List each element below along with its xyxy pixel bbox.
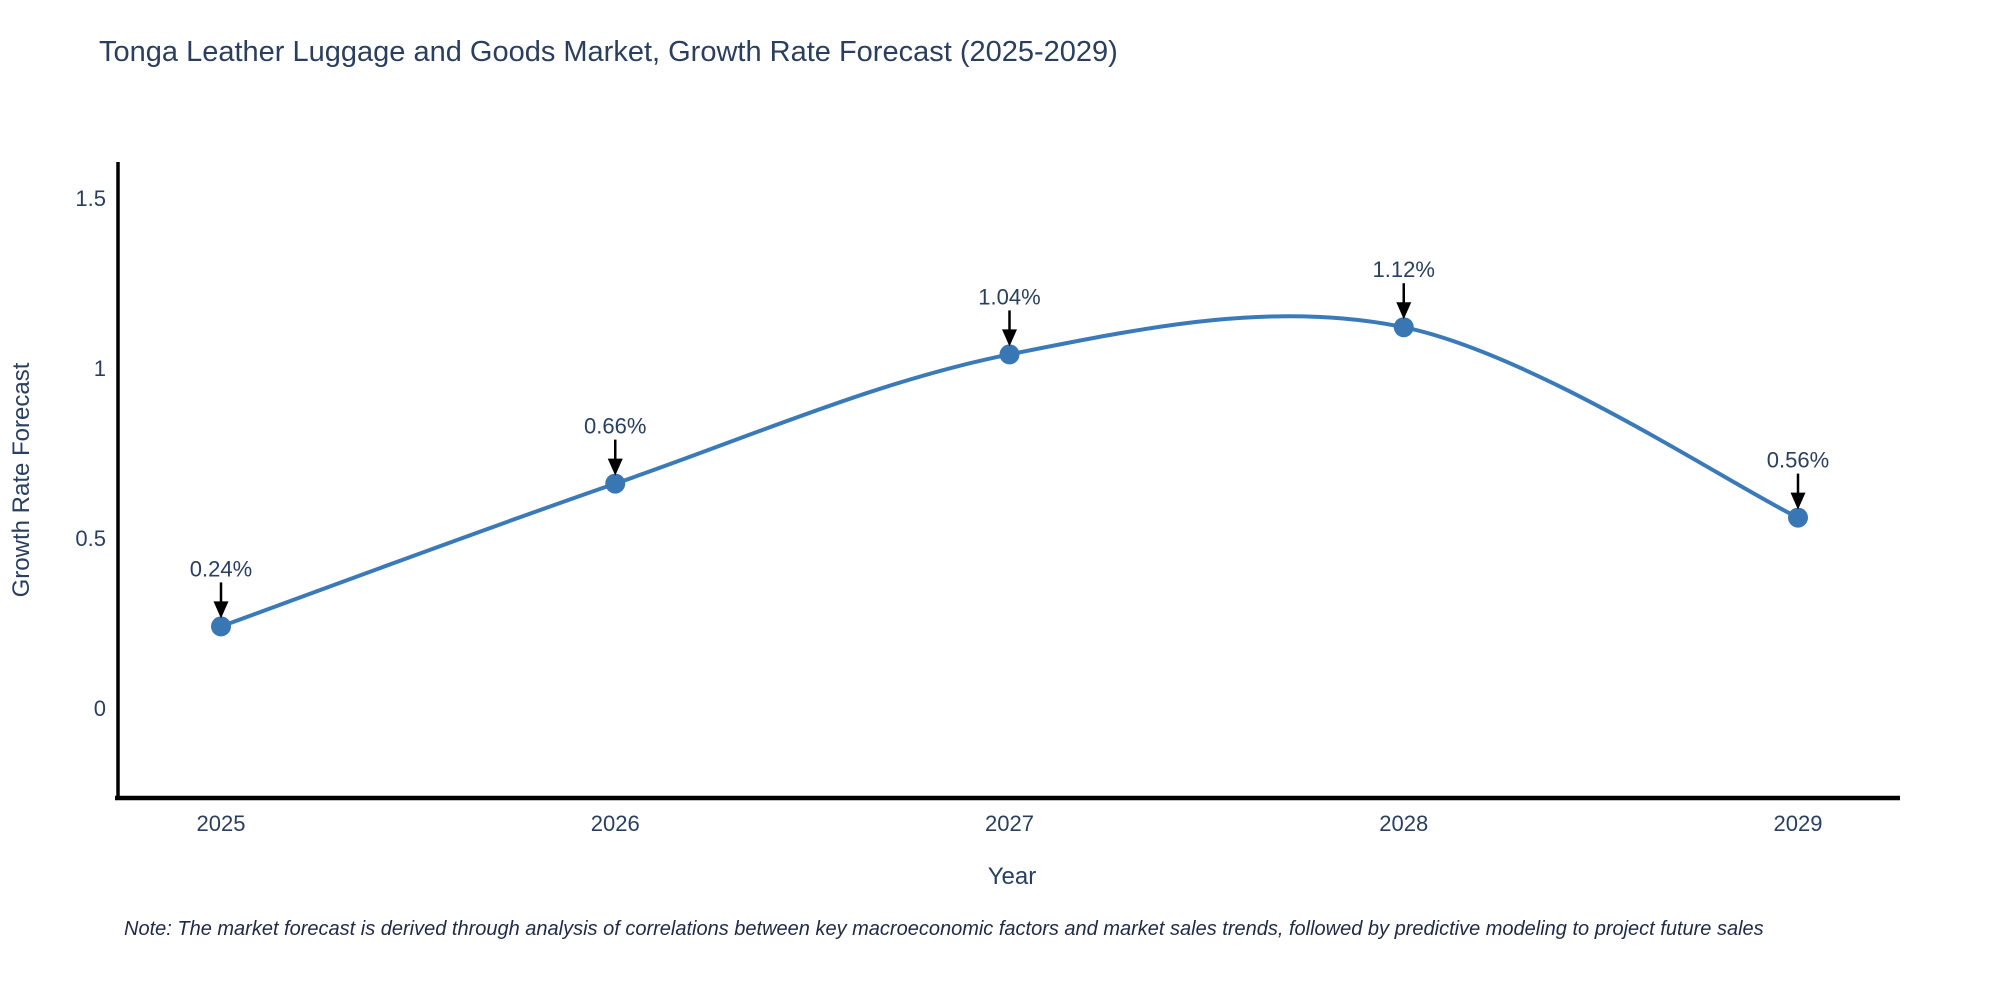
data-point-label: 1.12% [1373, 257, 1435, 282]
line-chart-plot: 0 0.5 1 1.5 2025 2026 2027 2028 2029 Year Growth R… [8, 162, 1900, 890]
footnote: Note: The market forecast is derived thr… [124, 918, 1764, 940]
annotation-arrowhead [213, 601, 229, 619]
data-point-label: 0.66% [584, 414, 646, 439]
data-point-marker [211, 616, 231, 637]
y-tick-label: 0.5 [75, 526, 106, 551]
data-point-marker [1393, 317, 1414, 338]
data-point-label: 0.24% [190, 556, 252, 581]
chart-title: Tonga Leather Luggage and Goods Market, … [99, 36, 1118, 68]
y-tick-label: 1.5 [75, 186, 106, 211]
annotation-arrowhead [607, 458, 623, 476]
y-tick-label: 0 [94, 696, 106, 721]
x-tick-label: 2029 [1774, 811, 1823, 836]
annotation-arrowhead [1002, 329, 1017, 347]
annotation-arrowhead [1790, 492, 1806, 510]
y-tick-label: 1 [94, 356, 106, 381]
data-point-marker [605, 473, 626, 494]
data-point-marker [1788, 507, 1808, 528]
x-tick-label: 2026 [591, 811, 640, 836]
data-point-marker [999, 344, 1020, 365]
data-point-label: 1.04% [978, 284, 1040, 309]
x-tick-label: 2027 [985, 811, 1034, 836]
y-axis-title: Growth Rate Forecast [8, 362, 35, 597]
x-tick-label: 2028 [1379, 811, 1428, 836]
annotation-arrowhead [1396, 302, 1412, 320]
x-axis-title: Year [988, 863, 1037, 890]
x-tick-label: 2025 [197, 811, 246, 836]
data-point-label: 0.56% [1767, 448, 1829, 473]
